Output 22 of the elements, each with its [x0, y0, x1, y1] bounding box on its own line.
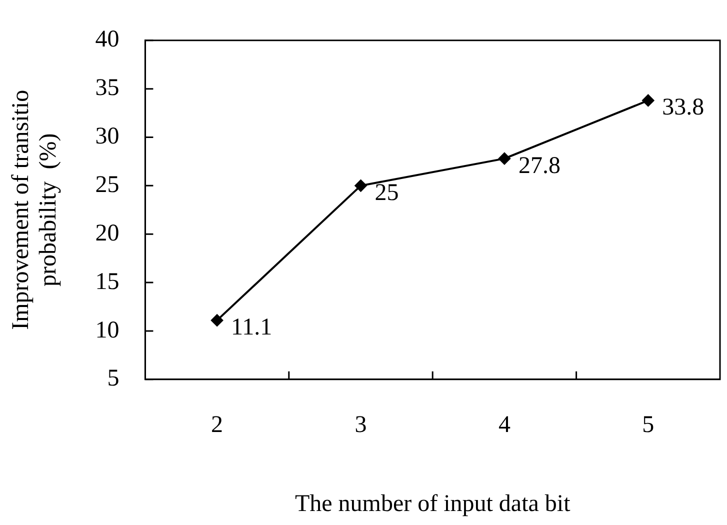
y-tick-label: 40 — [95, 26, 120, 53]
x-tick-label: 4 — [498, 412, 510, 438]
x-tick-label: 5 — [642, 412, 654, 438]
y-axis-title: Improvement of transitio probability (%) — [8, 90, 62, 330]
point — [354, 180, 367, 192]
y-tick-label: 30 — [95, 124, 120, 150]
point — [498, 152, 510, 165]
point — [642, 94, 654, 106]
data-label: 25 — [374, 180, 399, 206]
y-tick-label: 10 — [95, 317, 120, 344]
x-axis-title: The number of input data bit — [294, 490, 571, 517]
y-tick-label: 5 — [107, 366, 120, 392]
y-tick-label: 15 — [95, 268, 120, 295]
x-tick-label: 2 — [211, 412, 224, 438]
y-tick-label: 35 — [95, 75, 120, 102]
x-tick-label: 3 — [354, 412, 367, 438]
y-tick-label: 25 — [95, 172, 120, 198]
data-label: 27.8 — [518, 152, 560, 179]
data-label: 11.1 — [231, 314, 272, 341]
y-tick-label: 20 — [95, 220, 120, 246]
data-label: 33.8 — [662, 94, 704, 121]
point — [211, 314, 224, 326]
